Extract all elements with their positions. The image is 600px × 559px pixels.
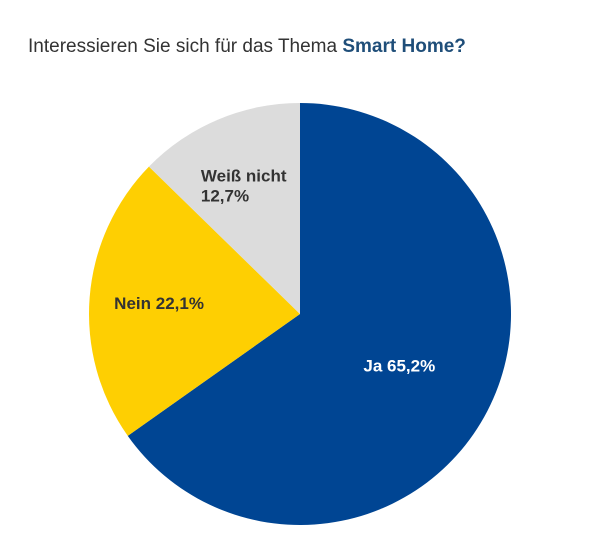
chart-title: Interessieren Sie sich für das Thema Sma… [28, 36, 466, 58]
pie-slice-weiß-nicht [148, 103, 300, 314]
pie-label-nein: Nein 22,1% [114, 294, 204, 313]
pie-slice-nein [89, 166, 300, 436]
pie-label-weiß-nicht: Weiß nicht 12,7% [201, 167, 287, 206]
pie-label-ja: Ja 65,2% [363, 356, 435, 375]
pie-labels: Ja 65,2% Nein 22,1% Weiß nicht 12,7% [114, 167, 435, 376]
pie-slice-ja [127, 103, 512, 525]
pie-slices [89, 103, 512, 525]
chart-title-prefix: Interessieren Sie sich für das Thema [28, 36, 343, 57]
chart-title-highlight: Smart Home? [342, 36, 466, 57]
